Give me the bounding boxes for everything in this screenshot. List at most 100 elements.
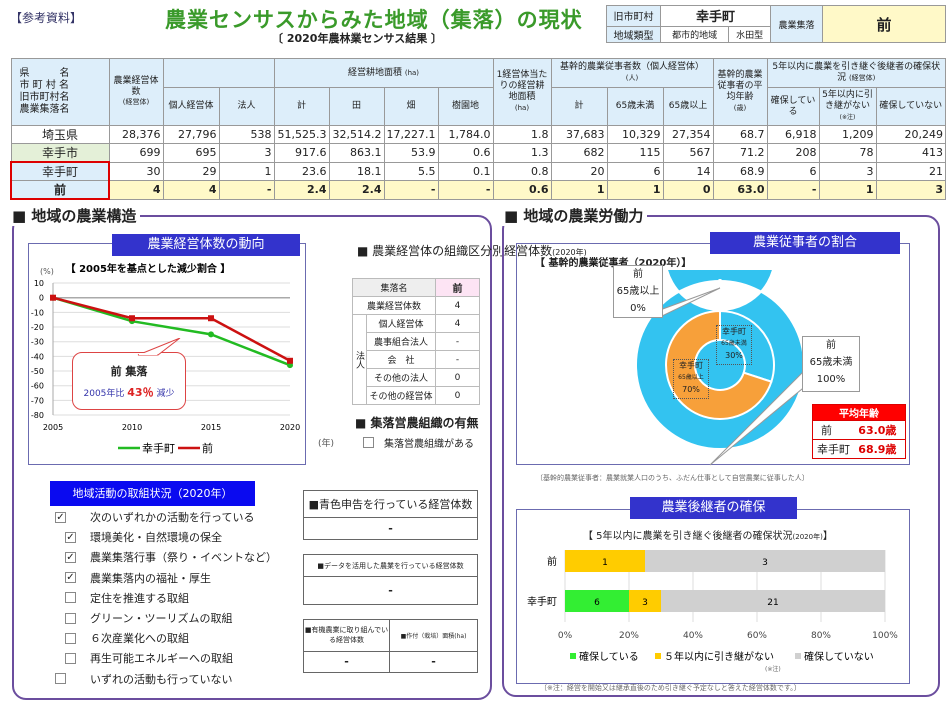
cell: - [383, 180, 439, 200]
donut-slice-幸手町-65歳以上 [665, 309, 773, 420]
cell: 1,209 [818, 125, 877, 144]
activity-item: グリーン・ツーリズムの取組 [65, 610, 232, 626]
series-line-幸手町 [52, 296, 291, 367]
cell: 208 [766, 143, 820, 163]
blue-return-box: ■青色申告を行っている経営体数 - [303, 490, 478, 541]
y-tick-label: 0 [39, 294, 44, 303]
activity-checkbox[interactable]: ✓ [55, 511, 66, 523]
table-row: 幸手市 699 695 3 917.6 863.1 53.9 0.6 1.3 682 115 567 7… [10, 143, 946, 163]
activity-checkbox[interactable] [65, 652, 76, 664]
h-total: 計 [273, 87, 330, 126]
cell: 3 [875, 180, 946, 200]
cell: 695 [162, 143, 220, 163]
region-type-label: 地域類型 [606, 25, 661, 44]
data-label: 3 [642, 598, 648, 608]
activity-label: 農業集落内の福祉・厚生 [90, 571, 211, 585]
activity-checkbox[interactable]: ✓ [65, 551, 76, 563]
h-under65: 65歳未満 [606, 87, 664, 126]
cell: 413 [875, 143, 946, 163]
activity-checkbox[interactable]: ✓ [65, 531, 76, 543]
cell: 6 [606, 161, 664, 181]
donut-chart [635, 270, 805, 450]
successor-bar-chart: 0%20%40%60%80%100%前013幸手町6321確保している５年以内に… [527, 550, 898, 673]
trend-banner: 農業経営体数の動向 [112, 234, 300, 256]
activity-label: 環境美化・自然環境の保全 [90, 531, 222, 545]
cell: 1.8 [492, 125, 552, 144]
h-orchard: 樹園地 [437, 87, 494, 126]
old-muni-value: 幸手町 [660, 5, 771, 27]
table-row: 幸手町 30 29 1 23.6 18.1 5.5 0.1 0.8 20 6 14 68.9 6 3 21 [10, 161, 946, 181]
cell: 538 [218, 125, 275, 144]
x-tick-label: 2005 [43, 423, 63, 432]
legend-label: 幸手町 [142, 441, 175, 455]
activity-item: いずれの活動も行っていない [55, 671, 232, 687]
page-title: 農業センサスからみた地域（集落）の現状 [165, 8, 583, 32]
x-tick-label: 100% [872, 631, 898, 641]
cell: - [218, 180, 275, 200]
x-tick-label: 2010 [122, 423, 142, 432]
h-workers: 基幹的農業従事者数（個人経営体） (人) [550, 58, 714, 88]
line-chart-title: 【 2005年を基点とした減少割合 】 [66, 262, 231, 275]
activity-checkbox[interactable] [55, 673, 66, 685]
bar-segment [661, 590, 885, 612]
cell: 2.4 [273, 180, 330, 200]
outer-under65-callout: 前 65歳未満 100% [802, 336, 860, 392]
activity-checkbox[interactable]: ✓ [65, 572, 76, 584]
cell: 68.9 [712, 161, 768, 181]
region-type-2: 水田型 [728, 25, 771, 44]
table-row: 前 4 4-2.4 2.4- -0.6 1 1 0 63.0-1 3 [10, 180, 946, 200]
cell: 29 [162, 161, 220, 181]
activity-checkbox[interactable] [65, 632, 76, 644]
cell: 1,784.0 [437, 125, 494, 144]
legend-swatch [795, 653, 801, 659]
legend-swatch [570, 653, 576, 659]
category-label: 幸手町 [527, 595, 557, 608]
legend-note: (※注) [765, 665, 781, 673]
group-checkbox[interactable] [363, 437, 374, 448]
x-tick-label: 40% [683, 631, 703, 641]
cell: 917.6 [273, 143, 330, 163]
data-label: 21 [767, 598, 778, 608]
activity-checkbox[interactable] [65, 592, 76, 604]
labor-heading: ■ 地域の農業労働力 [500, 205, 648, 226]
group-heading: ■ 集落営農組織の有無 [355, 416, 479, 430]
h-nonot: 5年以内に引き継がない(※注) [818, 87, 877, 126]
village-value: 前 [822, 5, 946, 43]
cell: 28,376 [108, 125, 164, 144]
data-point [129, 315, 135, 322]
activity-checkbox[interactable] [65, 612, 76, 624]
org-table: 集落名前 農業経営体数 4 個人経営体 4 法人 農事組合法人 - 会 社- その他の法… [352, 278, 480, 405]
callout-value: 43％ [127, 386, 154, 399]
cell: 863.1 [328, 143, 385, 163]
data-label: 1 [602, 558, 608, 568]
activity-item: 定住を推進する取組 [65, 590, 189, 606]
data-label: 6 [594, 598, 600, 608]
cell: 0.8 [492, 161, 552, 181]
h-paddy: 田 [328, 87, 385, 126]
cell: 68.7 [712, 125, 768, 144]
x-tick-label: 20% [619, 631, 639, 641]
row-name: 前 [10, 180, 110, 200]
structure-section [12, 215, 492, 700]
cell: 3 [818, 161, 877, 181]
data-point [208, 315, 214, 322]
cell: 27,354 [662, 125, 714, 144]
h-indiv: 個人経営体 [162, 87, 220, 126]
data-point [287, 357, 293, 364]
labor-section [502, 215, 940, 697]
cell: 18.1 [328, 161, 385, 181]
y-tick-label: -10 [31, 308, 44, 317]
cell: 37,683 [550, 125, 608, 144]
bar-segment [629, 590, 661, 612]
legend-swatch [655, 653, 661, 659]
old-muni-label: 旧市町村 [606, 5, 661, 27]
cell: 21 [875, 161, 946, 181]
cell: 567 [662, 143, 714, 163]
h-over65: 65歳以上 [662, 87, 714, 126]
h-succ: 5年以内に農業を引き継ぐ後継者の確保状況 (経営体) [766, 58, 946, 88]
successor-title: 【 5年以内に農業を引き継ぐ後継者の確保状況(2020年)】 [583, 531, 833, 542]
activity-label: グリーン・ツーリズムの取組 [90, 612, 233, 625]
y-tick-label: -80 [31, 411, 44, 420]
callout-pointer [137, 338, 181, 356]
region-type-1: 都市的地域 [659, 25, 730, 44]
